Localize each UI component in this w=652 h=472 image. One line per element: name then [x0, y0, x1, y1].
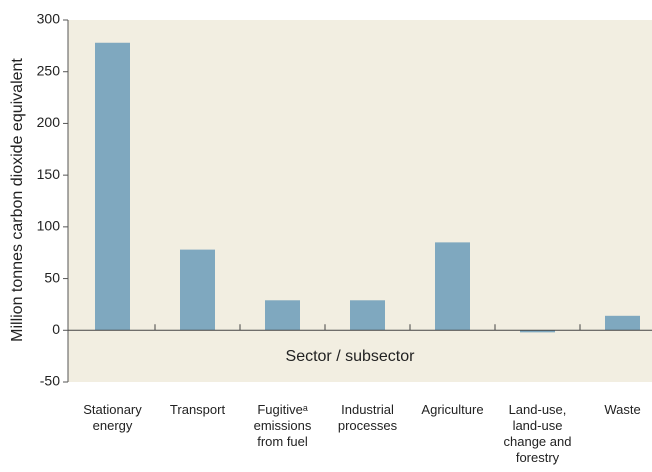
bar [180, 249, 215, 331]
x-tick-label: Land-use, land-use change and forestry [503, 402, 572, 465]
y-tick-label: 200 [37, 114, 61, 130]
x-tick-label: Agriculture [421, 402, 484, 417]
bar [435, 242, 470, 331]
y-tick-label: 300 [37, 11, 61, 27]
y-tick-label: 0 [52, 321, 60, 337]
x-tick-label: Transport [169, 402, 226, 417]
bar [605, 315, 640, 331]
y-tick-label: 150 [37, 166, 61, 182]
x-axis-title: Sector / subsector [286, 348, 416, 365]
x-tick-label: Fugitiveᵃ emissions from fuel [253, 402, 312, 449]
bar [350, 300, 385, 331]
bar [95, 42, 130, 331]
y-tick-label: -50 [40, 373, 60, 389]
x-tick-label: Industrial processes [337, 402, 398, 433]
y-tick-label: 100 [37, 218, 61, 234]
y-tick-label: 50 [44, 269, 60, 285]
bar [520, 330, 555, 333]
y-tick-label: 250 [37, 62, 61, 78]
y-axis-title: Million tonnes carbon dioxide equivalent [9, 58, 26, 342]
bar [265, 300, 300, 331]
x-tick-label: Waste [604, 402, 641, 417]
x-tick-label: Stationary energy [83, 402, 142, 433]
